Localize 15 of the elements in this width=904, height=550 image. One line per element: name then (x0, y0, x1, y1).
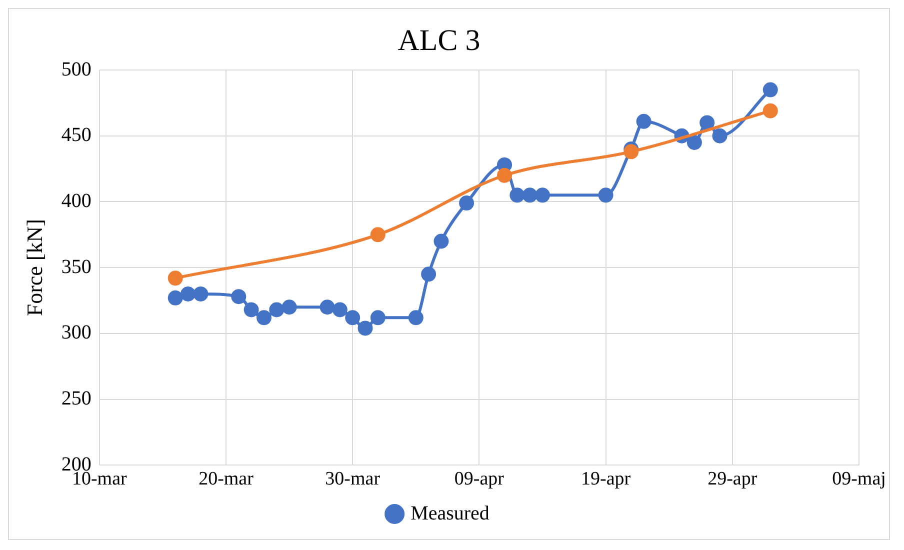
y-tick-label: 500 (61, 58, 92, 80)
y-tick-label: 400 (61, 190, 92, 212)
y-axis-title: Force [kN] (22, 219, 47, 316)
legend-label: Measured (410, 502, 490, 524)
y-tick-label: 250 (61, 388, 92, 410)
y-tick-label: 450 (61, 124, 92, 146)
x-tick-label: 29-apr (708, 468, 758, 490)
x-tick-label: 30-mar (325, 468, 381, 490)
y-tick-label: 300 (61, 322, 92, 344)
x-tick-label: 09-maj (832, 468, 886, 490)
x-tick-label: 19-apr (581, 468, 632, 490)
x-tick-label: 09-apr (454, 468, 505, 490)
x-tick-label: 20-mar (198, 468, 254, 490)
y-tick-label: 350 (61, 256, 92, 278)
chart-title: ALC 3 (398, 24, 480, 57)
